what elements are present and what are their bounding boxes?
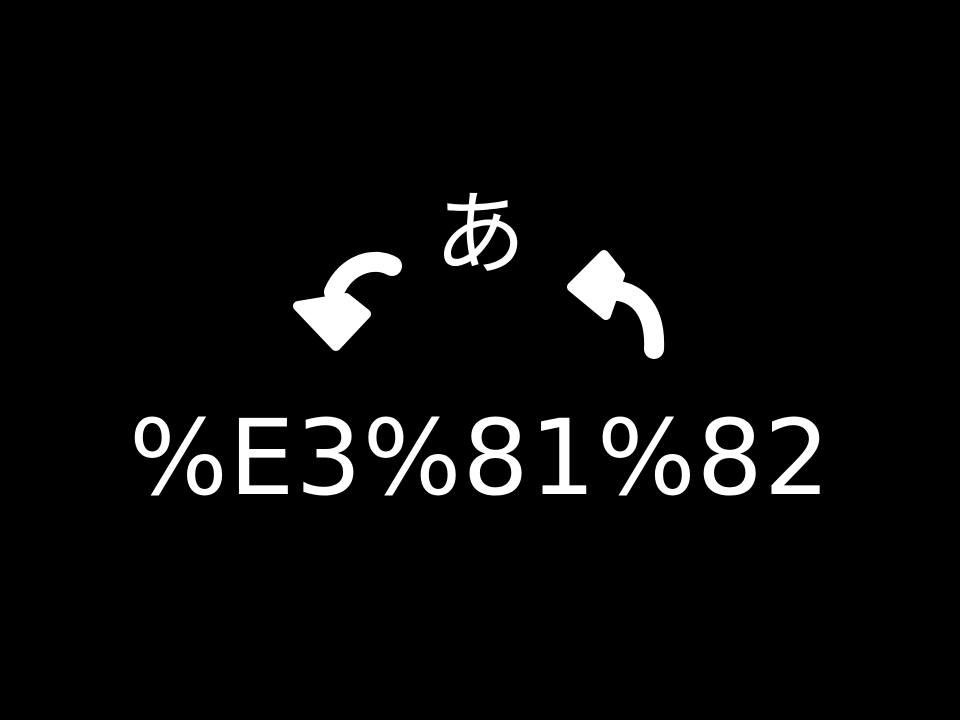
percent-encoded-text: %E3%81%82 bbox=[128, 397, 831, 519]
curved-arrow-up-left-icon bbox=[567, 250, 665, 359]
curved-arrow-down-left-icon bbox=[293, 252, 402, 351]
hiragana-character: あ bbox=[433, 181, 526, 288]
